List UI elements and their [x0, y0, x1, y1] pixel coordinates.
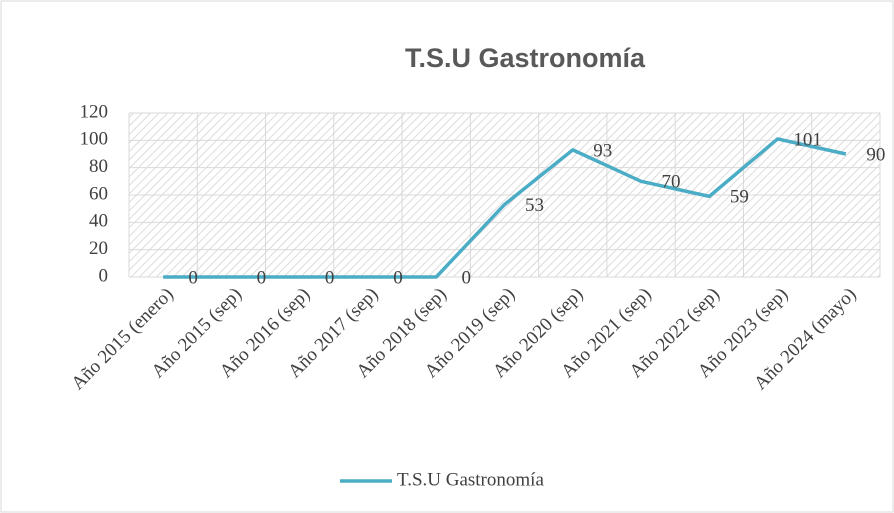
data-label: 93	[593, 140, 612, 161]
legend-label: T.S.U Gastronomía	[397, 469, 544, 490]
data-label: 0	[257, 267, 267, 288]
y-tick-label: 100	[80, 129, 109, 150]
data-label: 0	[461, 267, 471, 288]
y-tick-label: 20	[89, 238, 108, 259]
data-label: 53	[525, 195, 544, 216]
y-tick-label: 40	[89, 211, 108, 232]
data-label: 0	[188, 267, 198, 288]
data-label: 0	[393, 267, 403, 288]
data-label: 0	[325, 267, 335, 288]
data-label: 90	[866, 144, 885, 165]
chart-title: T.S.U Gastronomía	[405, 43, 646, 73]
data-label: 101	[793, 129, 822, 150]
data-label: 70	[662, 172, 681, 193]
series-line	[163, 137, 847, 279]
y-tick-label: 120	[80, 101, 109, 122]
y-tick-label: 80	[89, 156, 108, 177]
y-tick-label: 60	[89, 183, 108, 204]
y-tick-label: 0	[99, 265, 109, 286]
data-label: 59	[730, 187, 749, 208]
